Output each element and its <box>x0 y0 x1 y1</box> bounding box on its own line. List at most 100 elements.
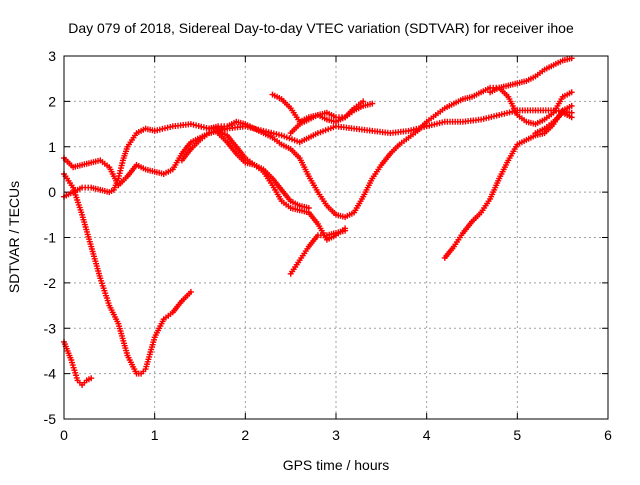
data-point <box>135 131 138 135</box>
data-point <box>235 120 238 123</box>
data-point <box>171 125 174 128</box>
y-tick-label: 3 <box>48 48 56 64</box>
data-point <box>543 118 546 121</box>
data-point <box>452 102 456 105</box>
data-point <box>316 131 320 135</box>
data-point <box>389 152 392 155</box>
data-point <box>289 272 292 275</box>
data-point <box>325 238 329 241</box>
axis-ticks: 0 1 2 3 4 5 6 -5 -4 -3 -2 -1 0 1 2 3 <box>44 48 613 443</box>
data-point <box>253 163 256 167</box>
data-point <box>561 95 564 99</box>
data-point <box>552 63 555 67</box>
data-point <box>90 186 93 189</box>
data-point <box>298 258 301 262</box>
data-point <box>80 186 84 189</box>
data-point <box>226 134 229 137</box>
x-tick-label: 0 <box>60 427 68 443</box>
data-point <box>99 188 102 192</box>
data-series-6 <box>178 127 349 243</box>
data-point <box>189 122 193 126</box>
data-point <box>407 136 410 139</box>
data-point <box>235 152 238 155</box>
y-tick-label: -1 <box>44 230 57 246</box>
data-point <box>570 57 573 60</box>
data-point <box>325 234 329 237</box>
data-point <box>280 200 283 203</box>
grid-lines <box>64 56 608 419</box>
data-point <box>144 367 147 371</box>
data-point <box>298 122 301 126</box>
data-series-1 <box>61 338 95 388</box>
data-point <box>552 120 555 123</box>
y-tick-label: -2 <box>44 275 57 291</box>
chart-title: Day 079 of 2018, Sidereal Day-to-day VTE… <box>68 20 574 36</box>
data-point <box>516 113 519 117</box>
data-point <box>108 165 111 169</box>
data-point <box>371 102 374 105</box>
data-point <box>570 111 573 114</box>
data-point <box>262 168 265 171</box>
data-point <box>271 136 274 139</box>
data-point <box>171 311 174 314</box>
data-point <box>153 129 156 133</box>
data-point <box>362 100 365 103</box>
data-point <box>434 113 437 117</box>
data-point <box>561 111 564 114</box>
data-point <box>516 82 519 85</box>
data-point <box>71 165 75 169</box>
data-point <box>334 213 338 217</box>
data-series-5 <box>206 55 575 221</box>
data-point <box>298 141 301 144</box>
data-point <box>325 204 329 207</box>
data-point <box>443 106 446 110</box>
data-point <box>371 177 374 180</box>
data-point <box>121 159 125 162</box>
data-point <box>307 175 310 178</box>
data-point <box>525 120 528 123</box>
data-point <box>570 91 573 94</box>
data-point <box>90 376 93 380</box>
data-point <box>543 127 546 130</box>
data-point <box>552 111 555 114</box>
data-point <box>139 372 143 375</box>
data-point <box>389 131 392 135</box>
data-series-8 <box>287 227 349 277</box>
data-point <box>325 111 329 114</box>
data-point <box>144 168 147 171</box>
data-point <box>135 163 138 167</box>
data-point <box>126 354 129 357</box>
y-axis-label: SDTVAR / TECUs <box>6 181 22 293</box>
data-point <box>189 290 193 294</box>
data-point <box>108 190 111 194</box>
data-point <box>126 175 129 178</box>
data-point <box>343 215 347 219</box>
data-point <box>117 177 120 180</box>
x-tick-label: 5 <box>513 427 521 443</box>
data-point <box>525 138 528 142</box>
data-point <box>298 204 301 207</box>
data-point <box>498 113 501 117</box>
data-point <box>325 118 329 121</box>
x-tick-label: 1 <box>151 427 159 443</box>
data-point <box>561 59 564 62</box>
data-point <box>280 97 283 101</box>
data-point <box>162 317 165 321</box>
y-tick-label: 2 <box>48 93 56 109</box>
data-point <box>461 231 465 235</box>
data-point <box>307 118 310 121</box>
data-point <box>534 75 537 78</box>
x-tick-label: 6 <box>604 427 612 443</box>
data-point <box>488 91 492 94</box>
data-point <box>99 159 102 162</box>
y-tick-label: 0 <box>48 184 56 200</box>
data-point <box>253 127 256 130</box>
data-series-13 <box>532 109 575 137</box>
data-point <box>443 256 446 260</box>
y-tick-label: -3 <box>44 320 57 336</box>
data-point <box>316 222 320 226</box>
data-point <box>534 109 537 112</box>
data-series-2 <box>61 171 194 377</box>
x-tick-label: 4 <box>423 427 431 443</box>
